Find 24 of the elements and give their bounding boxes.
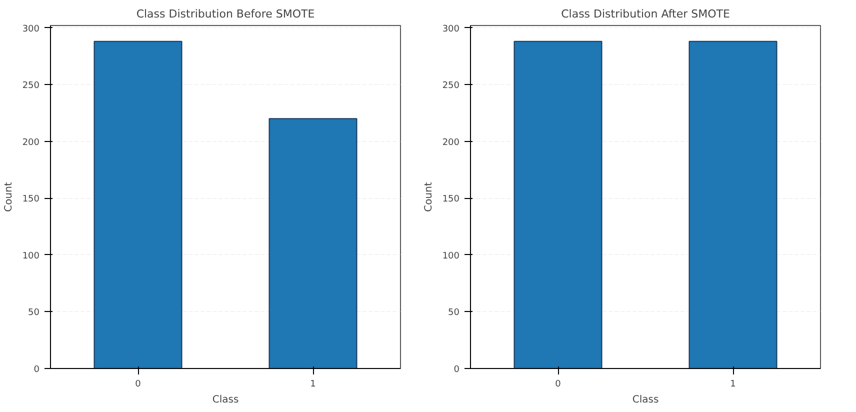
y-tick-label: 150 xyxy=(442,194,460,205)
y-tick-label: 0 xyxy=(454,365,460,375)
y-tick-label: 50 xyxy=(448,308,460,318)
x-tick-label: 0 xyxy=(135,380,142,390)
y-tick-label: 150 xyxy=(22,194,40,205)
chart-title: Class Distribution After SMOTE xyxy=(561,8,730,20)
y-tick-label: 200 xyxy=(442,138,460,148)
x-tick-label: 1 xyxy=(310,380,316,390)
y-tick-label: 200 xyxy=(22,138,40,148)
y-tick-label: 250 xyxy=(22,81,40,92)
x-axis-title: Class xyxy=(212,394,239,406)
y-tick-label: 300 xyxy=(442,24,460,34)
y-tick-label: 100 xyxy=(22,251,40,262)
y-tick-label: 0 xyxy=(34,365,40,375)
chart-title: Class Distribution Before SMOTE xyxy=(136,8,315,20)
x-axis-title: Class xyxy=(632,394,659,406)
y-axis-title: Count xyxy=(423,182,434,212)
y-tick-label: 300 xyxy=(22,24,40,34)
y-tick-label: 100 xyxy=(442,251,460,262)
x-tick-label: 0 xyxy=(555,380,562,390)
y-tick-label: 250 xyxy=(442,81,460,92)
y-axis-title: Count xyxy=(3,182,14,212)
x-tick-label: 1 xyxy=(730,380,736,390)
y-tick-label: 50 xyxy=(28,308,40,318)
